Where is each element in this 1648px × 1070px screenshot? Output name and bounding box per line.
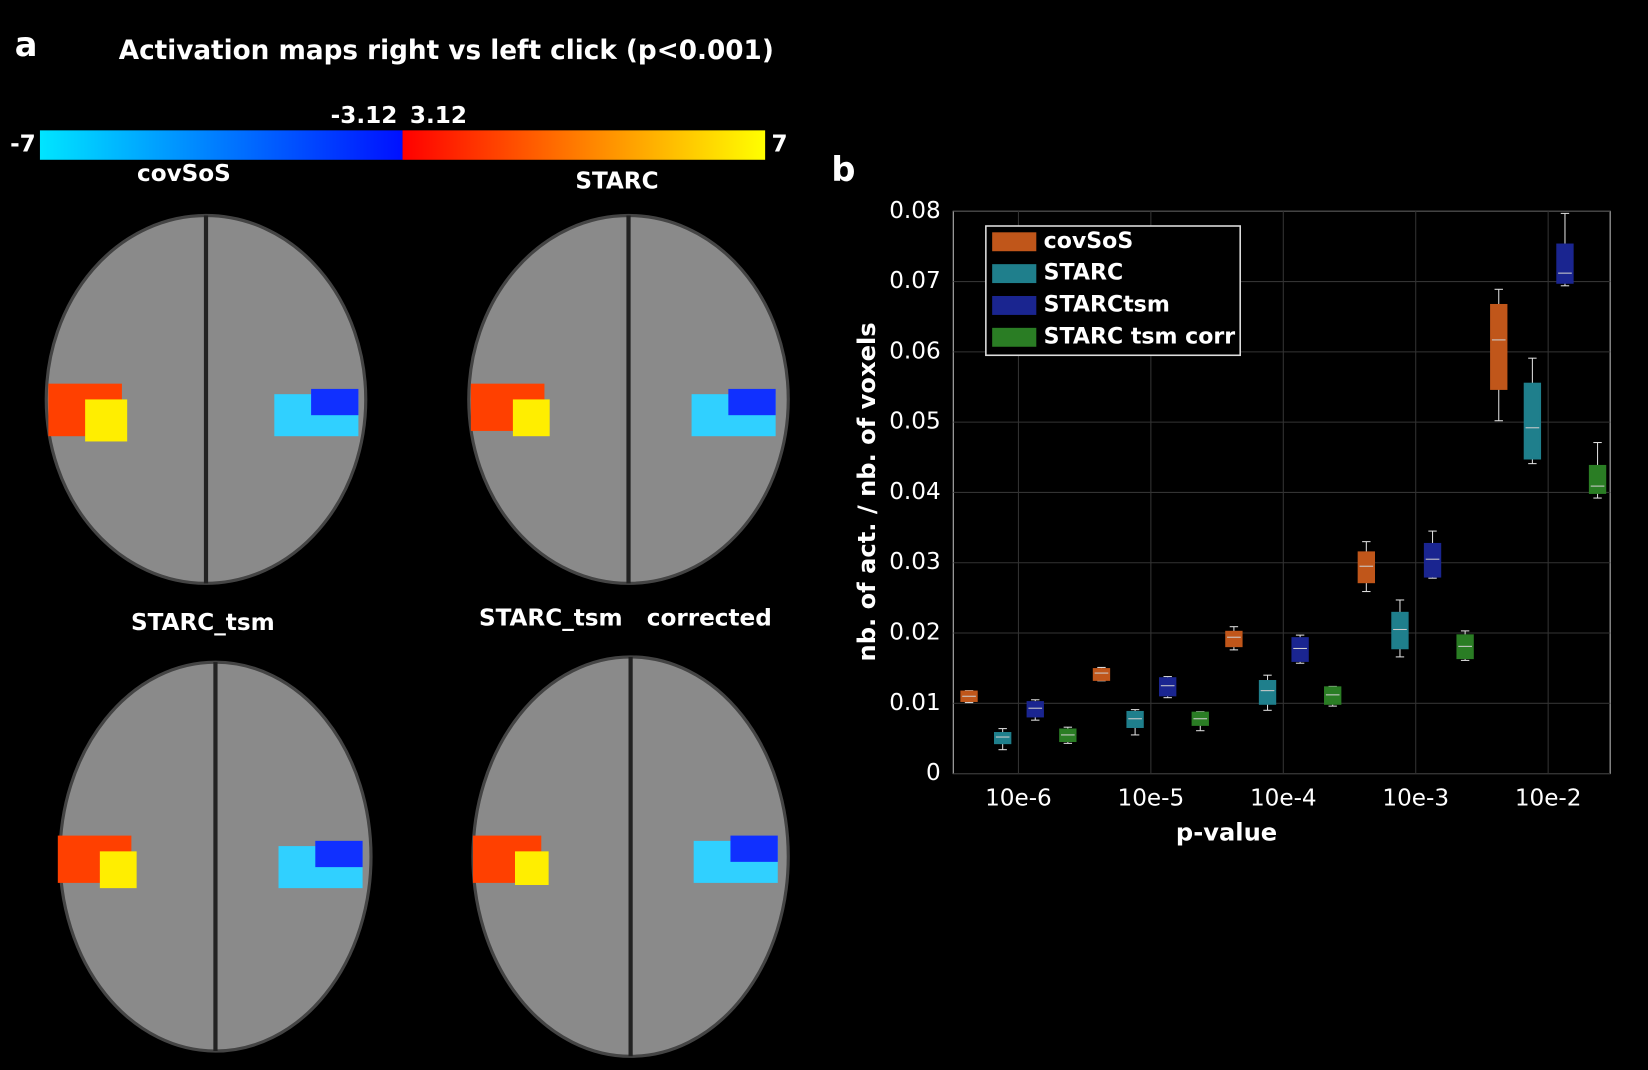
box (1092, 668, 1111, 681)
legend-label: STARC (1044, 261, 1123, 286)
box (1523, 382, 1542, 460)
legend-swatch (992, 327, 1037, 347)
panel-letter: a (15, 25, 38, 64)
x-tick-label: 10e-2 (1515, 785, 1582, 811)
y-tick-label: 0.06 (889, 338, 940, 364)
box (1423, 542, 1442, 578)
map-label: STARC_tsm (131, 610, 275, 636)
colorbar-label: -7 (10, 132, 36, 158)
colorbar-label: 7 (771, 132, 787, 158)
brain-images (44, 213, 790, 1058)
box (1258, 680, 1277, 705)
legend-label: STARC tsm corr (1044, 324, 1236, 349)
panel-title: Activation maps right vs left click (p<0… (119, 36, 774, 66)
box (1490, 303, 1508, 390)
colorbar-label: -3.12 (331, 103, 398, 129)
box (1126, 710, 1144, 728)
legend-swatch (992, 232, 1037, 252)
legend-label: STARCtsm (1044, 292, 1170, 317)
y-tick-label: 0.03 (889, 549, 940, 575)
box (1391, 611, 1409, 650)
map-label: covSoS (137, 161, 231, 187)
panel-letter: b (831, 150, 855, 189)
y-tick-label: 0.05 (889, 409, 940, 435)
legend-swatch (992, 295, 1037, 315)
colorbar-positive (402, 130, 766, 160)
x-tick-label: 10e-6 (985, 785, 1052, 811)
y-tick-label: 0.02 (889, 620, 940, 646)
x-tick-label: 10e-3 (1382, 785, 1449, 811)
box (994, 732, 1012, 745)
colorbar-label: 3.12 (410, 103, 467, 129)
box (1357, 551, 1375, 584)
map-label: STARC (575, 168, 658, 194)
box (1291, 637, 1309, 662)
y-tick-label: 0.01 (889, 690, 940, 716)
box (1588, 464, 1607, 494)
map-label: STARC_tsm corrected (479, 606, 772, 632)
y-tick-label: 0 (926, 760, 941, 786)
y-tick-label: 0.08 (889, 198, 940, 224)
box (1159, 677, 1177, 697)
box (1324, 686, 1342, 705)
x-tick-label: 10e-5 (1118, 785, 1185, 811)
x-tick-label: 10e-4 (1250, 785, 1317, 811)
box (1225, 630, 1243, 648)
legend-swatch (992, 264, 1037, 284)
y-axis-label: nb. of act. / nb. of voxels (853, 322, 881, 661)
box (1556, 243, 1574, 284)
y-tick-label: 0.04 (889, 479, 940, 505)
box (1026, 701, 1044, 718)
legend-label: covSoS (1044, 229, 1134, 254)
colorbar-negative (39, 130, 403, 160)
x-axis-label: p-value (1176, 818, 1277, 846)
y-tick-label: 0.07 (889, 268, 940, 294)
